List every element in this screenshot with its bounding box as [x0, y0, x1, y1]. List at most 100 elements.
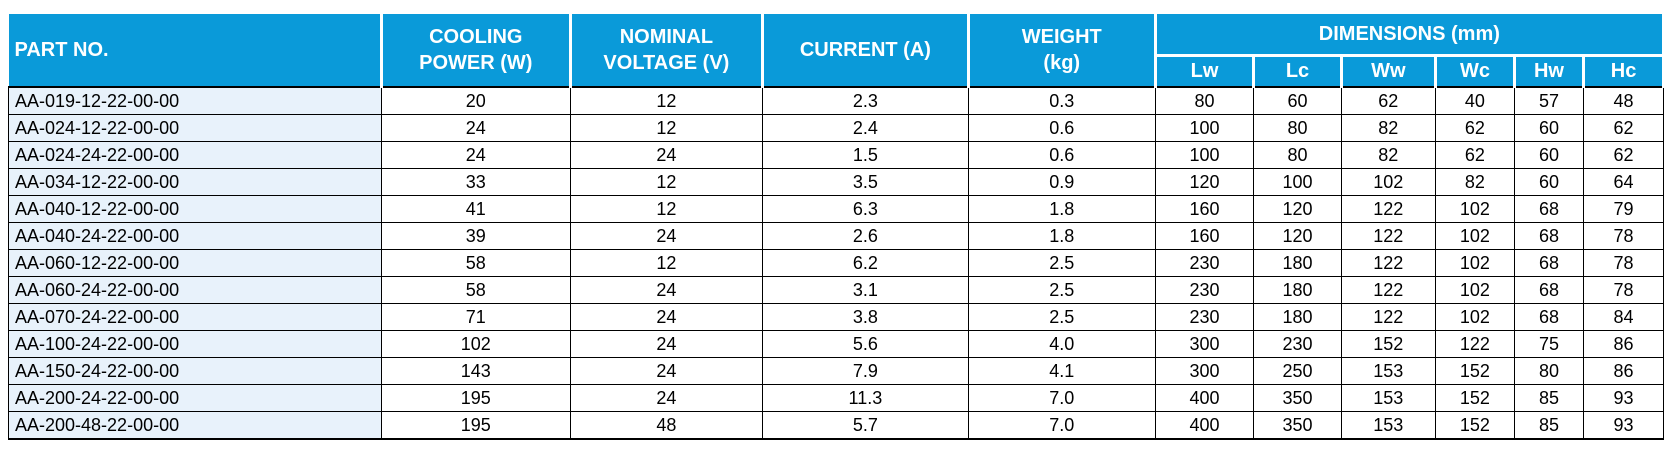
cell-current: 7.9 [761, 357, 969, 385]
table-row: AA-100-24-22-00-00 102 24 5.6 4.0 300 230 152 12… [8, 330, 1664, 358]
cell-dim-ww: 62 [1340, 86, 1437, 115]
cell-nominal-voltage: 12 [569, 114, 763, 142]
cell-part-no: AA-024-12-22-00-00 [8, 114, 382, 142]
cell-current: 2.4 [761, 114, 969, 142]
cell-current: 6.3 [761, 195, 969, 223]
cell-dim-hw: 75 [1513, 330, 1585, 358]
cell-dim-lc: 80 [1253, 114, 1342, 142]
cell-current: 2.6 [761, 222, 969, 250]
cell-weight: 0.3 [967, 86, 1156, 115]
cell-dim-hw: 68 [1513, 276, 1585, 304]
cell-dim-hc: 48 [1583, 86, 1664, 115]
cell-current: 3.5 [761, 168, 969, 196]
cell-dim-ww: 152 [1340, 330, 1437, 358]
header-weight-line2: (kg) [1043, 52, 1081, 74]
cell-nominal-voltage: 12 [569, 195, 763, 223]
cell-cooling-power: 58 [380, 276, 571, 304]
cell-part-no: AA-070-24-22-00-00 [8, 303, 382, 331]
cell-dim-hw: 68 [1513, 249, 1585, 277]
cell-nominal-voltage: 24 [569, 141, 763, 169]
cell-dim-lw: 160 [1154, 222, 1255, 250]
cell-current: 3.1 [761, 276, 969, 304]
header-dim-hc: Hc [1582, 55, 1665, 87]
header-dim-lw: Lw [1153, 55, 1256, 87]
cell-part-no: AA-024-24-22-00-00 [8, 141, 382, 169]
cell-dim-ww: 102 [1340, 168, 1437, 196]
cell-dim-hc: 78 [1583, 222, 1664, 250]
cell-dim-wc: 102 [1435, 276, 1515, 304]
cell-dim-lc: 120 [1253, 195, 1342, 223]
cell-nominal-voltage: 12 [569, 168, 763, 196]
cell-part-no: AA-040-24-22-00-00 [8, 222, 382, 250]
header-nominal-voltage: NOMINAL VOLTAGE (V) [568, 14, 764, 87]
cell-nominal-voltage: 24 [569, 222, 763, 250]
cell-dim-hw: 68 [1513, 195, 1585, 223]
cell-dim-ww: 153 [1340, 411, 1437, 440]
header-dim-hw: Hw [1512, 55, 1586, 87]
cell-dim-lw: 100 [1154, 141, 1255, 169]
cell-weight: 0.6 [967, 141, 1156, 169]
cell-dim-hc: 62 [1583, 141, 1664, 169]
table-row: AA-200-48-22-00-00 195 48 5.7 7.0 400 350 153 15… [8, 411, 1664, 440]
cell-nominal-voltage: 48 [569, 411, 763, 440]
cell-cooling-power: 33 [380, 168, 571, 196]
cell-cooling-power: 71 [380, 303, 571, 331]
cell-dim-lc: 350 [1253, 411, 1342, 440]
cell-weight: 2.5 [967, 249, 1156, 277]
cell-dim-lw: 230 [1154, 303, 1255, 331]
cell-dim-ww: 122 [1340, 195, 1437, 223]
cell-dim-lw: 80 [1154, 86, 1255, 115]
cell-dim-lc: 100 [1253, 168, 1342, 196]
cell-dim-lc: 230 [1253, 330, 1342, 358]
cell-dim-lw: 100 [1154, 114, 1255, 142]
cell-nominal-voltage: 24 [569, 357, 763, 385]
table-row: AA-060-24-22-00-00 58 24 3.1 2.5 230 180 122 102… [8, 276, 1664, 304]
cell-part-no: AA-060-24-22-00-00 [8, 276, 382, 304]
table-row: AA-024-12-22-00-00 24 12 2.4 0.6 100 80 82 62 60 6… [8, 114, 1664, 142]
cell-part-no: AA-019-12-22-00-00 [8, 86, 382, 115]
cell-dim-ww: 122 [1340, 249, 1437, 277]
header-cooling-power-line1: COOLING [429, 26, 523, 48]
cell-dim-wc: 152 [1435, 411, 1515, 440]
header-dim-lc: Lc [1252, 55, 1343, 87]
cell-dim-lc: 80 [1253, 141, 1342, 169]
cell-dim-lc: 180 [1253, 249, 1342, 277]
cell-part-no: AA-200-48-22-00-00 [8, 411, 382, 440]
cell-dim-hc: 93 [1583, 411, 1664, 440]
cell-nominal-voltage: 24 [569, 384, 763, 412]
cell-dim-lw: 400 [1154, 384, 1255, 412]
cell-dim-hc: 93 [1583, 384, 1664, 412]
cell-cooling-power: 195 [380, 411, 571, 440]
header-weight: WEIGHT (kg) [966, 14, 1157, 87]
cell-cooling-power: 20 [380, 86, 571, 115]
cell-weight: 2.5 [967, 303, 1156, 331]
table-row: AA-040-12-22-00-00 41 12 6.3 1.8 160 120 122 102… [8, 195, 1664, 223]
cell-nominal-voltage: 12 [569, 249, 763, 277]
table-row: AA-060-12-22-00-00 58 12 6.2 2.5 230 180 122 102… [8, 249, 1664, 277]
cell-dim-hc: 62 [1583, 114, 1664, 142]
cell-dim-lw: 300 [1154, 330, 1255, 358]
cell-dim-hc: 84 [1583, 303, 1664, 331]
cell-current: 5.7 [761, 411, 969, 440]
cell-weight: 4.0 [967, 330, 1156, 358]
cell-dim-lc: 60 [1253, 86, 1342, 115]
cell-cooling-power: 39 [380, 222, 571, 250]
cell-nominal-voltage: 12 [569, 86, 763, 115]
cell-dim-ww: 122 [1340, 276, 1437, 304]
cell-current: 5.6 [761, 330, 969, 358]
cell-dim-hc: 78 [1583, 276, 1664, 304]
cell-weight: 4.1 [967, 357, 1156, 385]
cell-part-no: AA-060-12-22-00-00 [8, 249, 382, 277]
cell-dim-wc: 152 [1435, 384, 1515, 412]
cell-dim-hc: 86 [1583, 357, 1664, 385]
cell-dim-hw: 85 [1513, 384, 1585, 412]
cell-dim-ww: 122 [1340, 222, 1437, 250]
cell-dim-hc: 64 [1583, 168, 1664, 196]
cell-dim-hw: 68 [1513, 222, 1585, 250]
cell-dim-lw: 230 [1154, 249, 1255, 277]
cell-dim-lw: 160 [1154, 195, 1255, 223]
table-row: AA-200-24-22-00-00 195 24 11.3 7.0 400 350 153 1… [8, 384, 1664, 412]
cell-dim-ww: 82 [1340, 114, 1437, 142]
header-part-no: PART NO. [8, 14, 383, 87]
table-row: AA-150-24-22-00-00 143 24 7.9 4.1 300 250 153 15… [8, 357, 1664, 385]
